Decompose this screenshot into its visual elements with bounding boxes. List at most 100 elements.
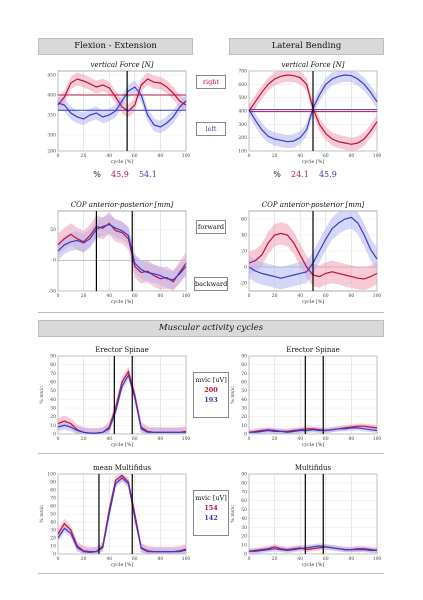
lb-percent-blue: 45.9 xyxy=(318,170,337,179)
y-tick-label: 60 xyxy=(50,504,56,510)
y-tick-label: 60 xyxy=(241,498,247,504)
y-tick-label: 50 xyxy=(50,388,56,394)
x-axis-label: cycle [%] xyxy=(302,299,324,305)
plot-frame xyxy=(57,355,187,435)
chart-title: Erector Spinae xyxy=(95,346,148,354)
x-tick-label: 80 xyxy=(349,436,355,442)
x-tick-label: 80 xyxy=(349,556,355,562)
x-tick-label: 20 xyxy=(272,556,278,562)
y-tick-label: 0 xyxy=(53,258,56,264)
y-tick-label: 70 xyxy=(241,371,247,377)
chart-fe-force: 0 20 40 60 80 100 260 300 350 400 450 vertical Forc… xyxy=(38,57,193,167)
mvic-unit: mvic [uV] xyxy=(195,494,227,502)
chart-es-right: 0 20 40 60 80 100 0 10 20 30 40 50 60 70 80 90 Erector S… xyxy=(229,342,384,450)
x-tick-label: 40 xyxy=(106,436,112,442)
right-label: right xyxy=(196,75,226,89)
y-tick-label: 20 xyxy=(50,536,56,542)
x-tick-label: 20 xyxy=(81,153,87,159)
x-tick-label: 60 xyxy=(132,293,138,299)
x-tick-label: 100 xyxy=(373,436,382,442)
mvic-box-erector: mvic [uV] 200 193 xyxy=(193,372,229,418)
backward-label: backward xyxy=(194,277,228,291)
mvic-erector-red: 200 xyxy=(204,386,218,394)
x-axis-label: cycle [%] xyxy=(302,562,324,568)
y-tick-label: 90 xyxy=(241,354,247,360)
mvic-unit: mvic [uV] xyxy=(195,376,227,384)
chart-lb-force: 0 20 40 60 80 100 100 200 300 400 500 600 700 vertica… xyxy=(229,57,384,167)
y-tick-label: 80 xyxy=(50,362,56,368)
y-tick-label: 600 xyxy=(238,82,247,88)
y-tick-label: 30 xyxy=(241,406,247,412)
x-tick-label: 20 xyxy=(272,293,278,299)
y-tick-label: 90 xyxy=(50,354,56,360)
y-axis-label: % mvic xyxy=(39,505,45,523)
x-tick-label: 60 xyxy=(323,293,329,299)
x-tick-label: 80 xyxy=(349,153,355,159)
chart-title: Multifidus xyxy=(295,464,332,472)
y-tick-label: 100 xyxy=(238,149,247,155)
y-axis-label: % mvic xyxy=(230,386,236,404)
fe-percent-row: % 45.9 54.1 xyxy=(75,170,175,179)
separator xyxy=(38,312,384,313)
series-line-blue xyxy=(249,545,377,552)
y-tick-label: 0 xyxy=(244,432,247,438)
y-tick-label: 50 xyxy=(241,507,247,513)
series-line-blue xyxy=(57,373,186,434)
x-tick-label: 100 xyxy=(373,556,382,562)
y-tick-label: 30 xyxy=(50,528,56,534)
x-tick-label: 80 xyxy=(158,556,164,562)
x-tick-label: 60 xyxy=(132,153,138,159)
y-tick-label: -50 xyxy=(49,289,56,295)
plot-frame xyxy=(248,355,378,435)
chart-title: COP anterior-posterior [mm] xyxy=(71,201,174,209)
x-axis-label: cycle [%] xyxy=(302,442,324,448)
y-tick-label: 30 xyxy=(50,406,56,412)
x-tick-label: 0 xyxy=(248,293,251,299)
header-flexion-extension: Flexion - Extension xyxy=(38,38,193,55)
x-tick-label: 0 xyxy=(57,293,60,299)
x-tick-label: 0 xyxy=(248,153,251,159)
x-tick-label: 0 xyxy=(57,153,60,159)
chart-fe-cop: 0 20 40 60 80 100 -50 0 50 COP anterior-posterior… xyxy=(38,197,193,307)
y-tick-label: 60 xyxy=(241,380,247,386)
series-line-blue xyxy=(57,477,187,554)
x-tick-label: 0 xyxy=(248,556,251,562)
mvic-box-multifidus: mvic [uV] 154 142 xyxy=(193,490,229,536)
x-tick-label: 60 xyxy=(132,556,138,562)
y-tick-label: 80 xyxy=(50,488,56,494)
y-axis-label: % mvic xyxy=(230,505,236,523)
series-band-blue xyxy=(58,215,186,290)
y-tick-label: 70 xyxy=(50,371,56,377)
y-tick-label: 0 xyxy=(244,552,247,558)
x-tick-label: 100 xyxy=(182,153,191,159)
y-tick-label: 100 xyxy=(47,472,56,478)
fe-percent-blue: 54.1 xyxy=(138,170,157,179)
percent-sign: % xyxy=(273,170,281,179)
x-tick-label: 40 xyxy=(297,153,303,159)
x-tick-label: 0 xyxy=(248,436,251,442)
x-tick-label: 60 xyxy=(323,153,329,159)
y-tick-label: 50 xyxy=(241,388,247,394)
series-line-red xyxy=(248,425,378,433)
chart-title: vertical Force [N] xyxy=(91,61,154,69)
y-tick-label: 30 xyxy=(241,525,247,531)
x-tick-label: 80 xyxy=(158,153,164,159)
x-tick-label: 40 xyxy=(106,153,112,159)
x-tick-label: 0 xyxy=(57,556,60,562)
fe-percent-red: 45.9 xyxy=(110,170,129,179)
chart-lb-cop: 0 20 40 60 80 100 -20 0 20 40 60 COP anterior-poste… xyxy=(229,197,384,307)
plot-frame xyxy=(248,473,378,555)
x-tick-label: 40 xyxy=(297,436,303,442)
x-tick-label: 20 xyxy=(81,436,87,442)
y-axis-label: % mvic xyxy=(39,386,45,404)
series-band-blue xyxy=(249,211,377,290)
y-tick-label: 40 xyxy=(241,516,247,522)
y-tick-label: 40 xyxy=(50,397,56,403)
y-tick-label: 200 xyxy=(238,135,247,141)
x-tick-label: 100 xyxy=(182,556,191,562)
series-line-red xyxy=(57,78,187,112)
chart-mf-right: 0 20 40 60 80 100 0 10 20 30 40 50 60 70 80 90 Multifidu… xyxy=(229,460,384,570)
chart-svg: 0 20 40 60 80 100 100 200 300 400 500 600 700 vertica… xyxy=(238,61,381,165)
